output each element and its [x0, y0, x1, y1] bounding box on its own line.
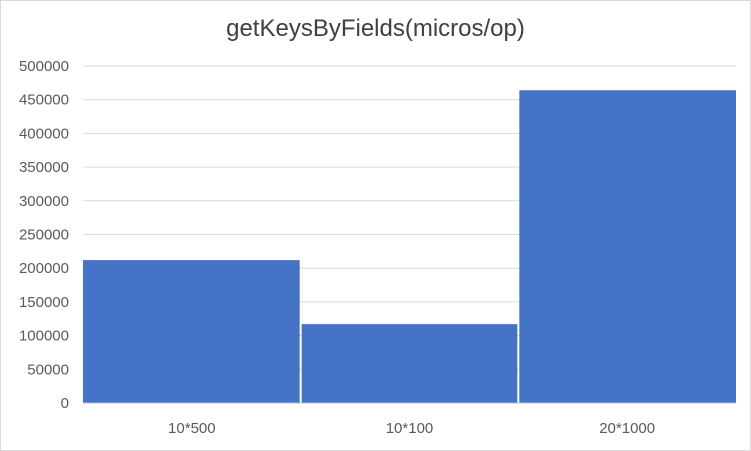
y-tick-label: 250000	[19, 227, 69, 244]
y-tick-label: 50000	[27, 361, 69, 378]
y-tick-label: 350000	[19, 159, 69, 176]
chart-title: getKeysByFields(micros/op)	[226, 15, 525, 42]
bars	[83, 90, 736, 403]
y-tick-label: 300000	[19, 193, 69, 210]
tick-labels: 0 50000 100000 150000 200000 250000 300000 3500…	[19, 58, 655, 437]
y-tick-label: 150000	[19, 294, 69, 311]
y-tick-label: 200000	[19, 260, 69, 277]
y-tick-label: 500000	[19, 58, 69, 75]
y-tick-label: 450000	[19, 92, 69, 109]
bar-20x1000	[519, 90, 736, 403]
x-tick-label: 20*1000	[599, 420, 655, 437]
x-tick-label: 10*100	[386, 420, 434, 437]
y-tick-label: 0	[61, 395, 69, 412]
y-tick-label: 400000	[19, 125, 69, 142]
bar-10x500	[83, 260, 300, 403]
bar-10x100	[301, 324, 518, 403]
x-tick-label: 10*500	[168, 420, 216, 437]
y-tick-label: 100000	[19, 328, 69, 345]
